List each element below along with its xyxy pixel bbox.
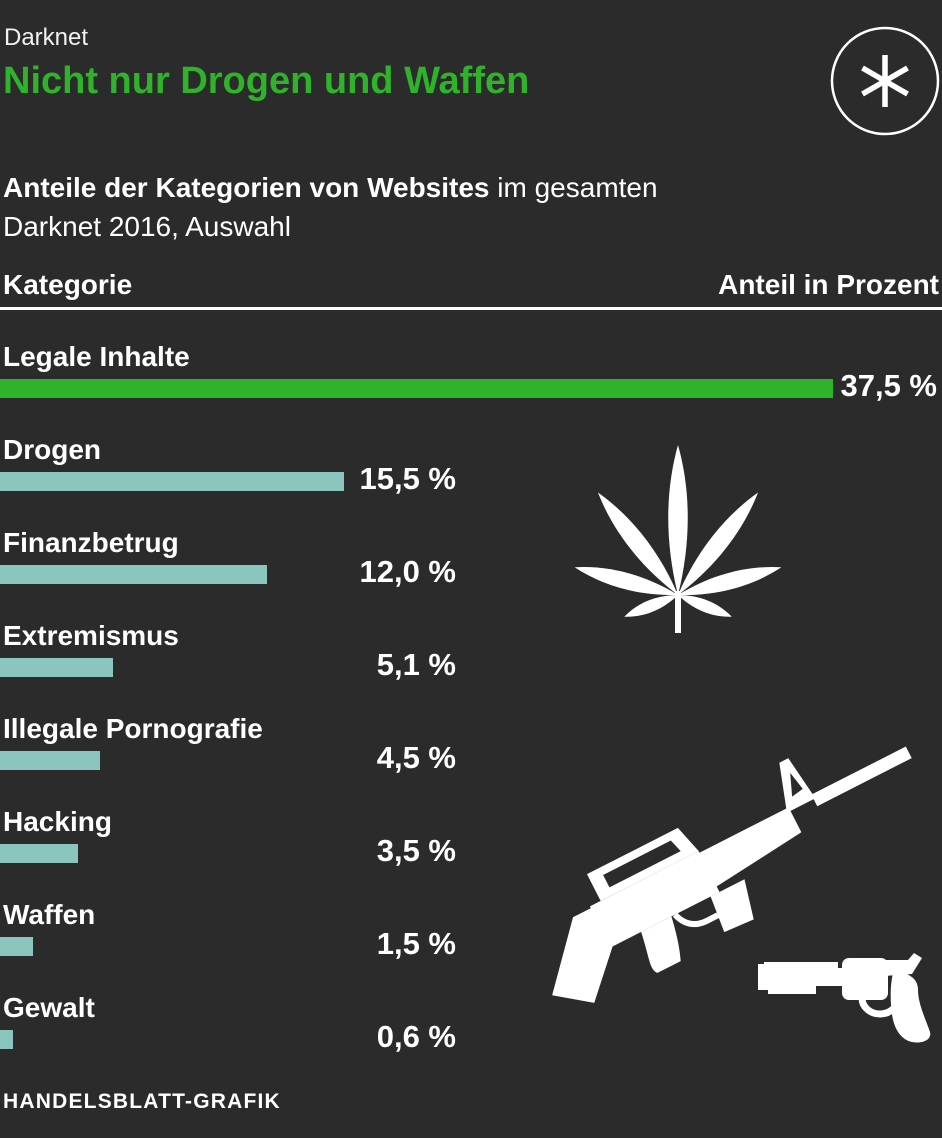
category-bar <box>0 844 78 863</box>
chart-row: Legale Inhalte 37,5 % <box>0 341 942 434</box>
category-value: 5,1 % <box>376 647 456 682</box>
subtitle-bold: Anteile der Kategorien von Websites <box>3 172 490 203</box>
category-bar <box>0 658 114 677</box>
header-divider <box>0 307 942 310</box>
chart-row: Gewalt 0,6 % <box>0 992 942 1085</box>
page-title: Nicht nur Drogen und Waffen <box>3 60 530 102</box>
category-label: Drogen <box>3 434 101 465</box>
category-bar <box>0 472 345 491</box>
category-label: Gewalt <box>3 992 95 1023</box>
category-label: Extremismus <box>3 620 179 651</box>
category-value: 0,6 % <box>376 1019 456 1054</box>
handelsblatt-asterisk-icon <box>830 26 940 136</box>
category-value: 15,5 % <box>359 461 456 496</box>
category-value: 12,0 % <box>359 554 456 589</box>
category-bar <box>0 937 34 956</box>
chart-row: Extremismus 5,1 % <box>0 620 942 713</box>
cannabis-leaf-icon <box>574 445 782 633</box>
subtitle-line2: Darknet 2016, Auswahl <box>3 211 291 242</box>
category-value: 37,5 % <box>840 368 937 403</box>
category-value: 4,5 % <box>376 740 456 775</box>
chart-row: Drogen 15,5 % <box>0 434 942 527</box>
assault-rifle-icon <box>490 695 942 1037</box>
category-value: 3,5 % <box>376 833 456 868</box>
bar-chart: Legale Inhalte 37,5 % Drogen 15,5 % Fina… <box>0 341 942 1085</box>
category-bar <box>0 1030 14 1049</box>
category-bar <box>0 379 833 398</box>
category-value: 1,5 % <box>376 926 456 961</box>
category-label: Finanzbetrug <box>3 527 179 558</box>
chart-row: Finanzbetrug 12,0 % <box>0 527 942 620</box>
category-bar <box>0 751 100 770</box>
subtitle-rest: im gesamten <box>489 172 658 203</box>
source-credit: HANDELSBLATT-GRAFIK <box>3 1090 281 1113</box>
category-label: Waffen <box>3 899 96 930</box>
column-header-category: Kategorie <box>3 269 133 300</box>
revolver-icon <box>758 953 931 1043</box>
column-header-share: Anteil in Prozent <box>718 269 939 300</box>
category-label: Legale Inhalte <box>3 341 190 372</box>
kicker: Darknet <box>4 24 89 51</box>
category-label: Hacking <box>3 806 112 837</box>
chart-row: Illegale Pornografie 4,5 % <box>0 713 942 806</box>
category-label: Illegale Pornografie <box>3 713 263 744</box>
chart-row: Waffen 1,5 % <box>0 899 942 992</box>
chart-subtitle: Anteile der Kategorien von Websites im g… <box>3 168 658 246</box>
category-bar <box>0 565 267 584</box>
chart-row: Hacking 3,5 % <box>0 806 942 899</box>
